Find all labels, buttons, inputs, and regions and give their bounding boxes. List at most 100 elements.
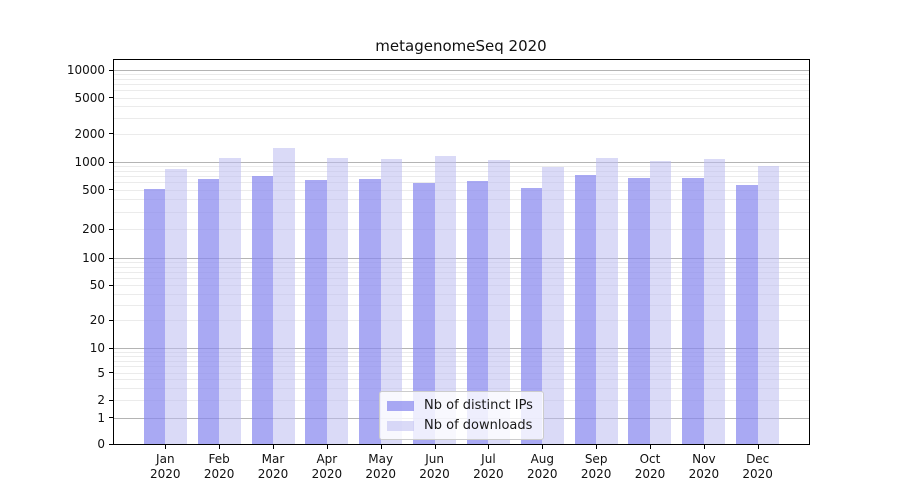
y-tick-500 bbox=[109, 189, 113, 190]
x-label-month: Oct bbox=[639, 452, 661, 466]
x-label-month: Mar bbox=[261, 452, 285, 466]
gridline-4000 bbox=[114, 106, 809, 108]
x-tick-jan bbox=[165, 445, 167, 449]
y-tick-label-5000: 5000 bbox=[74, 90, 105, 105]
gridline-10000 bbox=[114, 70, 809, 71]
gridline-8000 bbox=[114, 78, 809, 80]
x-tick-feb bbox=[219, 445, 221, 449]
gridline-400 bbox=[114, 199, 809, 201]
x-tick-label-jan: Jan 2020 bbox=[137, 452, 193, 482]
x-tick-label-dec: Dec 2020 bbox=[730, 452, 786, 482]
bar-distinct-ips-feb bbox=[197, 178, 220, 444]
bar-distinct-ips-dec bbox=[736, 185, 758, 444]
gridline-500 bbox=[114, 189, 809, 191]
legend-entry-downloads: Nb of downloads bbox=[387, 418, 533, 433]
gridline-8 bbox=[114, 355, 809, 357]
x-tick-label-oct: Oct 2020 bbox=[622, 452, 678, 482]
y-tick-label-500: 500 bbox=[82, 182, 105, 197]
y-tick-2000 bbox=[109, 133, 113, 134]
legend-swatch-downloads bbox=[387, 420, 414, 431]
x-tick-mar bbox=[273, 445, 274, 449]
x-label-year: 2020 bbox=[257, 467, 289, 481]
x-label-year: 2020 bbox=[742, 467, 773, 481]
bar-downloads-sep bbox=[596, 157, 618, 444]
gridline-2000 bbox=[114, 133, 809, 135]
plot-area: Nb of distinct IPs Nb of downloads bbox=[113, 59, 810, 445]
x-label-year: 2020 bbox=[580, 467, 612, 481]
bar-distinct-ips-nov bbox=[682, 177, 704, 444]
gridline-90 bbox=[114, 262, 809, 264]
x-tick-nov bbox=[703, 445, 705, 449]
y-tick-10 bbox=[109, 347, 113, 349]
gridline-7 bbox=[114, 360, 809, 362]
legend-label-distinct-ips: Nb of distinct IPs bbox=[424, 398, 533, 413]
y-tick-label-10000: 10000 bbox=[66, 63, 105, 77]
x-label-year: 2020 bbox=[527, 467, 558, 481]
x-tick-may bbox=[380, 445, 382, 449]
bar-downloads-feb bbox=[219, 157, 241, 444]
y-tick-100 bbox=[109, 257, 113, 259]
y-tick-label-10: 10 bbox=[89, 341, 105, 355]
gridline-600 bbox=[114, 182, 809, 184]
gridline-300 bbox=[114, 211, 809, 213]
gridline-3000 bbox=[114, 117, 809, 119]
x-label-month: Dec bbox=[746, 452, 770, 466]
bar-downloads-apr bbox=[326, 158, 349, 444]
y-tick-label-1: 1 bbox=[97, 410, 105, 425]
x-tick-label-apr: Apr 2020 bbox=[299, 452, 355, 482]
x-label-month: May bbox=[368, 452, 394, 466]
gridline-100 bbox=[114, 258, 809, 259]
x-tick-sep bbox=[596, 445, 598, 449]
y-tick-1 bbox=[109, 417, 113, 418]
bar-distinct-ips-oct bbox=[628, 177, 650, 444]
bar-downloads-oct bbox=[649, 160, 672, 444]
x-label-year: 2020 bbox=[150, 467, 181, 481]
x-label-month: Sep bbox=[584, 452, 608, 466]
gridline-6 bbox=[114, 366, 809, 368]
y-tick-5000 bbox=[109, 97, 113, 98]
legend-swatch-distinct-ips bbox=[387, 400, 414, 411]
x-label-month: Aug bbox=[530, 452, 554, 466]
chart-title: metagenomeSeq 2020 bbox=[375, 37, 547, 55]
x-label-month: Nov bbox=[692, 452, 716, 466]
x-tick-dec bbox=[757, 445, 759, 449]
y-tick-label-2000: 2000 bbox=[74, 126, 105, 141]
gridline-700 bbox=[114, 176, 809, 178]
x-label-year: 2020 bbox=[688, 467, 720, 481]
x-tick-label-jun: Jun 2020 bbox=[407, 452, 463, 482]
y-tick-label-1000: 1000 bbox=[74, 155, 105, 169]
gridline-4 bbox=[114, 379, 809, 381]
bar-downloads-dec bbox=[757, 166, 780, 444]
x-tick-jul bbox=[488, 445, 490, 449]
x-label-year: 2020 bbox=[473, 467, 504, 481]
gridline-20 bbox=[114, 320, 809, 321]
gridline-10 bbox=[114, 348, 809, 349]
x-label-year: 2020 bbox=[311, 467, 343, 481]
x-tick-label-may: May 2020 bbox=[353, 452, 409, 482]
x-label-year: 2020 bbox=[634, 467, 666, 481]
x-label-year: 2020 bbox=[365, 467, 396, 481]
y-tick-50 bbox=[109, 284, 113, 286]
y-tick-1000 bbox=[109, 161, 113, 163]
y-tick-0 bbox=[109, 443, 113, 445]
bar-downloads-may bbox=[380, 159, 403, 444]
bar-downloads-jul bbox=[488, 159, 510, 444]
x-tick-label-jul: Jul 2020 bbox=[460, 452, 516, 482]
gridline-6000 bbox=[114, 90, 809, 92]
gridline-9 bbox=[114, 351, 809, 353]
gridline-900 bbox=[114, 166, 809, 168]
x-tick-aug bbox=[542, 445, 544, 449]
y-tick-20 bbox=[109, 319, 113, 321]
y-tick-label-200: 200 bbox=[82, 222, 105, 236]
bar-distinct-ips-may bbox=[359, 179, 381, 444]
x-tick-label-feb: Feb 2020 bbox=[191, 452, 247, 482]
legend: Nb of distinct IPs Nb of downloads bbox=[379, 391, 544, 440]
y-tick-label-2: 2 bbox=[97, 393, 105, 407]
gridline-1000 bbox=[114, 162, 809, 163]
bar-downloads-mar bbox=[273, 147, 295, 444]
x-label-month: Jul bbox=[481, 452, 496, 466]
gridline-80 bbox=[114, 266, 809, 268]
x-tick-label-mar: Mar 2020 bbox=[245, 452, 301, 482]
gridline-30 bbox=[114, 304, 809, 306]
